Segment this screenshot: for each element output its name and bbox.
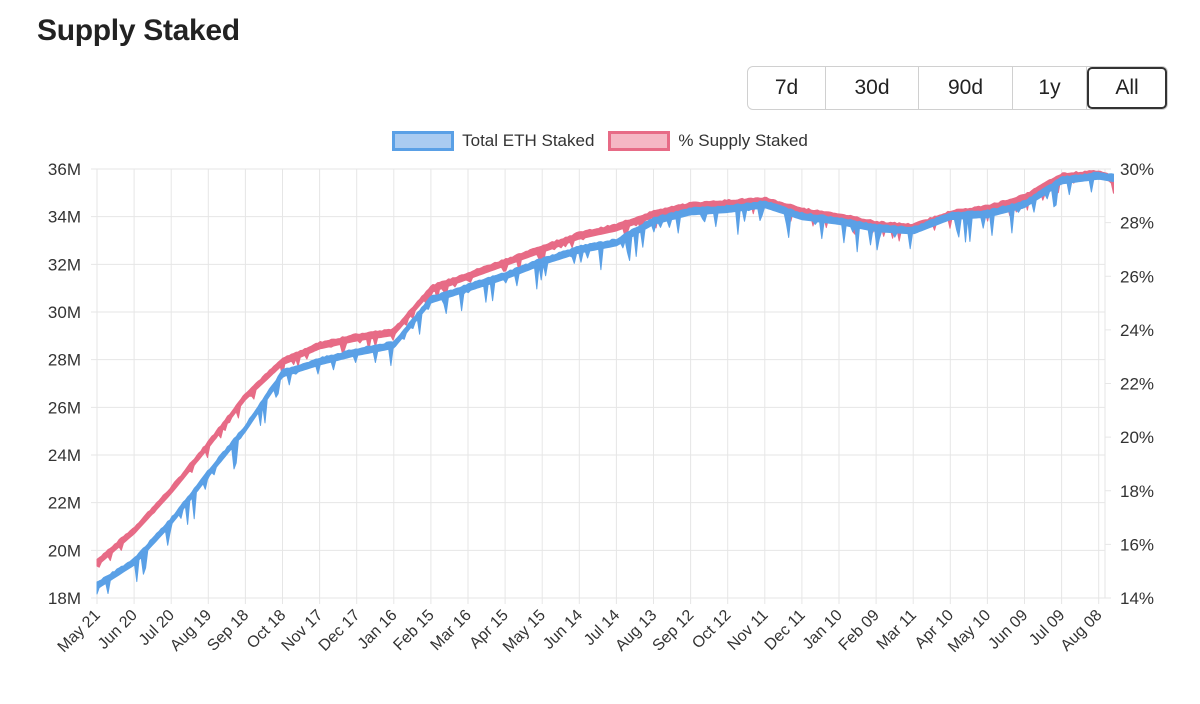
legend-item-total-eth-staked[interactable]: Total ETH Staked — [392, 131, 594, 151]
y-right-tick-label: 28% — [1120, 214, 1154, 233]
y-left-tick-label: 32M — [48, 255, 81, 274]
y-left-tick-label: 22M — [48, 494, 81, 513]
range-90d-button[interactable]: 90d — [919, 67, 1013, 109]
y-left-tick-label: 18M — [48, 589, 81, 608]
y-left-tick-label: 26M — [48, 398, 81, 417]
range-1y-button[interactable]: 1y — [1013, 67, 1087, 109]
x-tick-label: Mar 11 — [874, 607, 920, 653]
legend-label-supply-staked: % Supply Staked — [678, 131, 808, 150]
x-tick-label: Nov 11 — [725, 607, 772, 654]
legend-swatch-total-eth-staked — [392, 131, 455, 151]
series-area-total-eth-staked — [96, 171, 1114, 595]
x-tick-label: May 21 — [55, 607, 104, 656]
x-tick-label: Sep 12 — [650, 607, 698, 655]
y-right-tick-label: 22% — [1120, 375, 1154, 394]
x-tick-label: Jun 09 — [985, 607, 1031, 653]
y-left-tick-label: 34M — [48, 208, 81, 227]
y-right-tick-label: 26% — [1120, 267, 1154, 286]
chart-legend: Total ETH Staked % Supply Staked — [0, 131, 1200, 151]
range-all-button[interactable]: All — [1087, 67, 1167, 109]
y-axis-left: 18M 20M 22M 24M 26M 28M 30M 32M 34M 36M — [48, 160, 81, 608]
series-area-supply-staked — [96, 170, 1114, 568]
y-left-tick-label: 30M — [48, 303, 81, 322]
x-tick-label: Feb 09 — [836, 607, 883, 654]
y-right-tick-label: 14% — [1120, 589, 1154, 608]
x-tick-label: Jun 14 — [540, 607, 586, 653]
x-tick-label: Sep 18 — [204, 607, 252, 655]
x-tick-label: May 15 — [500, 607, 549, 656]
page-title: Supply Staked — [37, 14, 240, 47]
y-left-tick-label: 28M — [48, 351, 81, 370]
legend-label-total-eth-staked: Total ETH Staked — [462, 131, 595, 150]
y-right-tick-label: 24% — [1120, 321, 1154, 340]
y-left-tick-label: 20M — [48, 541, 81, 560]
legend-swatch-supply-staked — [608, 131, 671, 151]
y-right-tick-label: 20% — [1120, 428, 1154, 447]
range-30d-button[interactable]: 30d — [826, 67, 919, 109]
y-right-tick-label: 30% — [1120, 160, 1154, 179]
range-7d-button[interactable]: 7d — [748, 67, 826, 109]
y-left-tick-label: 36M — [48, 160, 81, 179]
x-tick-label: Mar 16 — [428, 607, 475, 654]
chart-areas — [96, 170, 1114, 595]
x-tick-label: Dec 17 — [316, 607, 364, 655]
y-right-tick-label: 16% — [1120, 535, 1154, 554]
y-axis-right: 14% 16% 18% 20% 22% 24% 26% 28% 30% — [1105, 160, 1154, 608]
x-tick-label: Jun 20 — [95, 607, 141, 653]
chart-grid — [91, 168, 1106, 604]
y-right-tick-label: 18% — [1120, 482, 1154, 501]
x-tick-label: Feb 15 — [390, 607, 437, 654]
legend-item-supply-staked[interactable]: % Supply Staked — [608, 131, 808, 151]
y-left-tick-label: 24M — [48, 446, 81, 465]
range-selector: 7d 30d 90d 1y All — [747, 66, 1168, 110]
x-tick-label: Aug 08 — [1058, 607, 1106, 655]
x-tick-label: May 10 — [945, 607, 994, 656]
x-tick-label: Dec 11 — [762, 607, 809, 654]
